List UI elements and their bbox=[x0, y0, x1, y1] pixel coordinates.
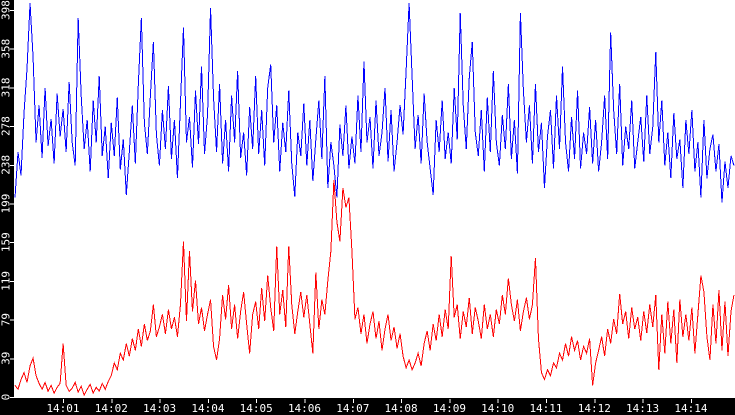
x-tick-label: 14:14 bbox=[674, 402, 707, 415]
x-tick-label: 14:12 bbox=[578, 402, 611, 415]
x-tick-label: 14:10 bbox=[481, 402, 514, 415]
y-tick-label: 119 bbox=[0, 271, 13, 291]
y-tick-label: 199 bbox=[0, 194, 13, 214]
y-axis-band bbox=[0, 0, 14, 415]
x-tick-label: 14:03 bbox=[143, 402, 176, 415]
y-axis: 0 39 79 119 159 199 238 278 318 358 398 bbox=[0, 0, 14, 400]
x-tick-label: 14:11 bbox=[529, 402, 562, 415]
x-tick-label: 14:07 bbox=[336, 402, 369, 415]
x-tick-label: 14:04 bbox=[191, 402, 224, 415]
series-line-upper-blue bbox=[14, 3, 735, 203]
y-tick-label: 0 bbox=[0, 394, 13, 401]
x-tick-label: 14:06 bbox=[288, 402, 321, 415]
x-tick-label: 14:13 bbox=[626, 402, 659, 415]
y-tick-label: 358 bbox=[0, 39, 13, 59]
x-tick-label: 14:09 bbox=[433, 402, 466, 415]
y-tick-label: 79 bbox=[0, 313, 13, 326]
x-axis: 14:01 14:02 14:03 14:04 14:05 14:06 14:07 14:08… bbox=[46, 399, 708, 415]
x-tick-label: 14:01 bbox=[46, 402, 79, 415]
y-tick-label: 398 bbox=[0, 0, 13, 20]
y-tick-label: 238 bbox=[0, 155, 13, 175]
series-line-lower-red bbox=[14, 180, 735, 397]
x-tick-label: 14:02 bbox=[95, 402, 128, 415]
y-tick-label: 39 bbox=[0, 352, 13, 365]
x-tick-label: 14:08 bbox=[385, 402, 418, 415]
y-tick-label: 278 bbox=[0, 116, 13, 136]
x-axis-band bbox=[0, 398, 735, 415]
y-tick-label: 159 bbox=[0, 232, 13, 252]
y-tick-label: 318 bbox=[0, 77, 13, 97]
x-tick-label: 14:05 bbox=[240, 402, 273, 415]
